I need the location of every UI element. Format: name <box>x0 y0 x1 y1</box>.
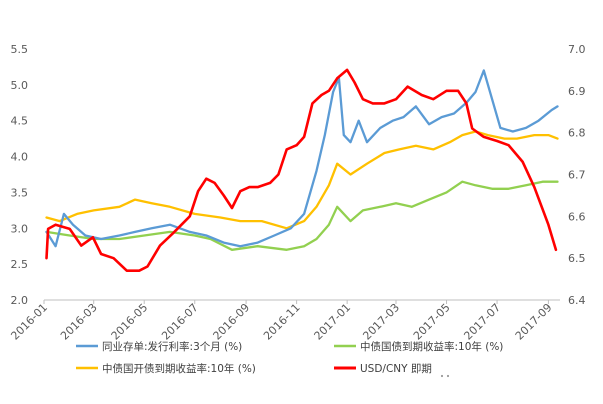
x-tick-label: 2017-09 <box>513 301 555 343</box>
legend-label: USD/CNY 即期 <box>360 363 432 375</box>
x-tick-label: 2017-07 <box>461 301 503 343</box>
wechat-icon <box>437 370 459 387</box>
watermark: 上海银行北京分行 <box>437 370 558 387</box>
left-tick-label: 2.5 <box>11 258 29 271</box>
left-tick-label: 4.0 <box>11 151 29 164</box>
series-line-3 <box>45 130 559 230</box>
legend-label: 中债国债到期收益率:10年 (%) <box>360 340 503 353</box>
left-tick-label: 4.5 <box>11 115 29 128</box>
series-line-1 <box>45 69 559 248</box>
legend-label: 中债国开债到期收益率:10年 (%) <box>102 362 256 375</box>
right-tick-label: 6.4 <box>568 294 586 307</box>
x-tick-label: 2016-09 <box>211 301 253 343</box>
x-tick-label: 2016-03 <box>58 301 100 343</box>
x-tick-label: 2017-03 <box>360 301 402 343</box>
x-tick-label: 2017-01 <box>312 301 354 343</box>
left-tick-label: 5.0 <box>11 79 29 92</box>
right-tick-label: 6.6 <box>568 210 586 223</box>
right-tick-label: 7.0 <box>568 43 586 56</box>
right-tick-label: 6.5 <box>568 252 586 265</box>
x-tick-label: 2016-11 <box>261 301 303 343</box>
left-tick-label: 2.0 <box>11 294 29 307</box>
x-tick-label: 2016-07 <box>159 301 201 343</box>
watermark-text: 上海银行北京分行 <box>462 370 558 385</box>
right-tick-label: 6.9 <box>568 85 586 98</box>
left-tick-label: 3.0 <box>11 222 29 235</box>
right-tick-label: 6.8 <box>568 127 586 140</box>
legend: 同业存单:发行利率:3个月 (%) 中债国债到期收益率:10年 (%) 中债国开债到… <box>76 340 503 375</box>
x-axis-ticks: 2016-01 2016-03 2016-05 2016-07 2016-09 2016-… <box>8 300 555 343</box>
x-tick-label: 2016-05 <box>109 301 151 343</box>
series-line-2 <box>45 180 559 251</box>
left-tick-label: 3.5 <box>11 186 29 199</box>
right-tick-label: 6.7 <box>568 169 586 182</box>
series-line-4 <box>45 68 558 272</box>
left-axis-ticks: 2.0 2.5 3.0 3.5 4.0 4.5 5.0 5.5 <box>11 43 29 307</box>
x-tick-label: 2017-05 <box>411 301 453 343</box>
right-axis-ticks: 6.4 6.5 6.6 6.7 6.8 6.9 7.0 <box>568 43 586 307</box>
left-tick-label: 5.5 <box>11 43 29 56</box>
series-layer <box>45 68 559 272</box>
x-tick-label: 2016-01 <box>8 301 50 343</box>
legend-label: 同业存单:发行利率:3个月 (%) <box>102 340 242 353</box>
